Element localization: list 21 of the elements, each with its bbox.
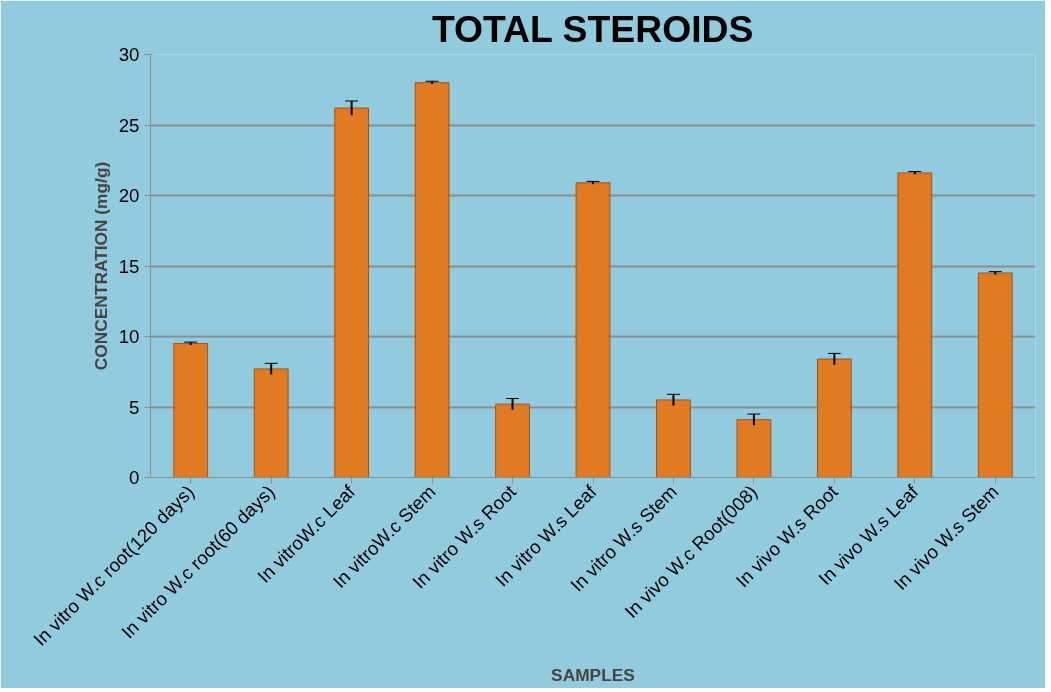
- y-tick-label: 15: [118, 255, 140, 277]
- bar: [897, 172, 933, 478]
- bar: [414, 82, 450, 478]
- bar: [495, 403, 530, 478]
- y-axis-title: CONCENTRATION (mg/g): [90, 161, 111, 371]
- y-tick-label: 30: [118, 44, 140, 65]
- chart-title: TOTAL STEROIDS: [431, 7, 754, 50]
- bar: [253, 368, 289, 478]
- bar: [334, 107, 370, 478]
- bar: [736, 419, 772, 478]
- y-tick-label: 20: [118, 185, 140, 206]
- y-tick-label: 0: [129, 467, 140, 488]
- bar: [173, 343, 209, 478]
- x-axis-title: SAMPLES: [551, 665, 635, 686]
- y-tick-label: 10: [118, 326, 140, 347]
- y-tick-label: 25: [118, 114, 140, 136]
- y-tick-label: 5: [129, 396, 140, 418]
- bar: [575, 182, 611, 478]
- bar: [816, 358, 852, 478]
- bar: [656, 399, 691, 478]
- bar: [977, 272, 1013, 478]
